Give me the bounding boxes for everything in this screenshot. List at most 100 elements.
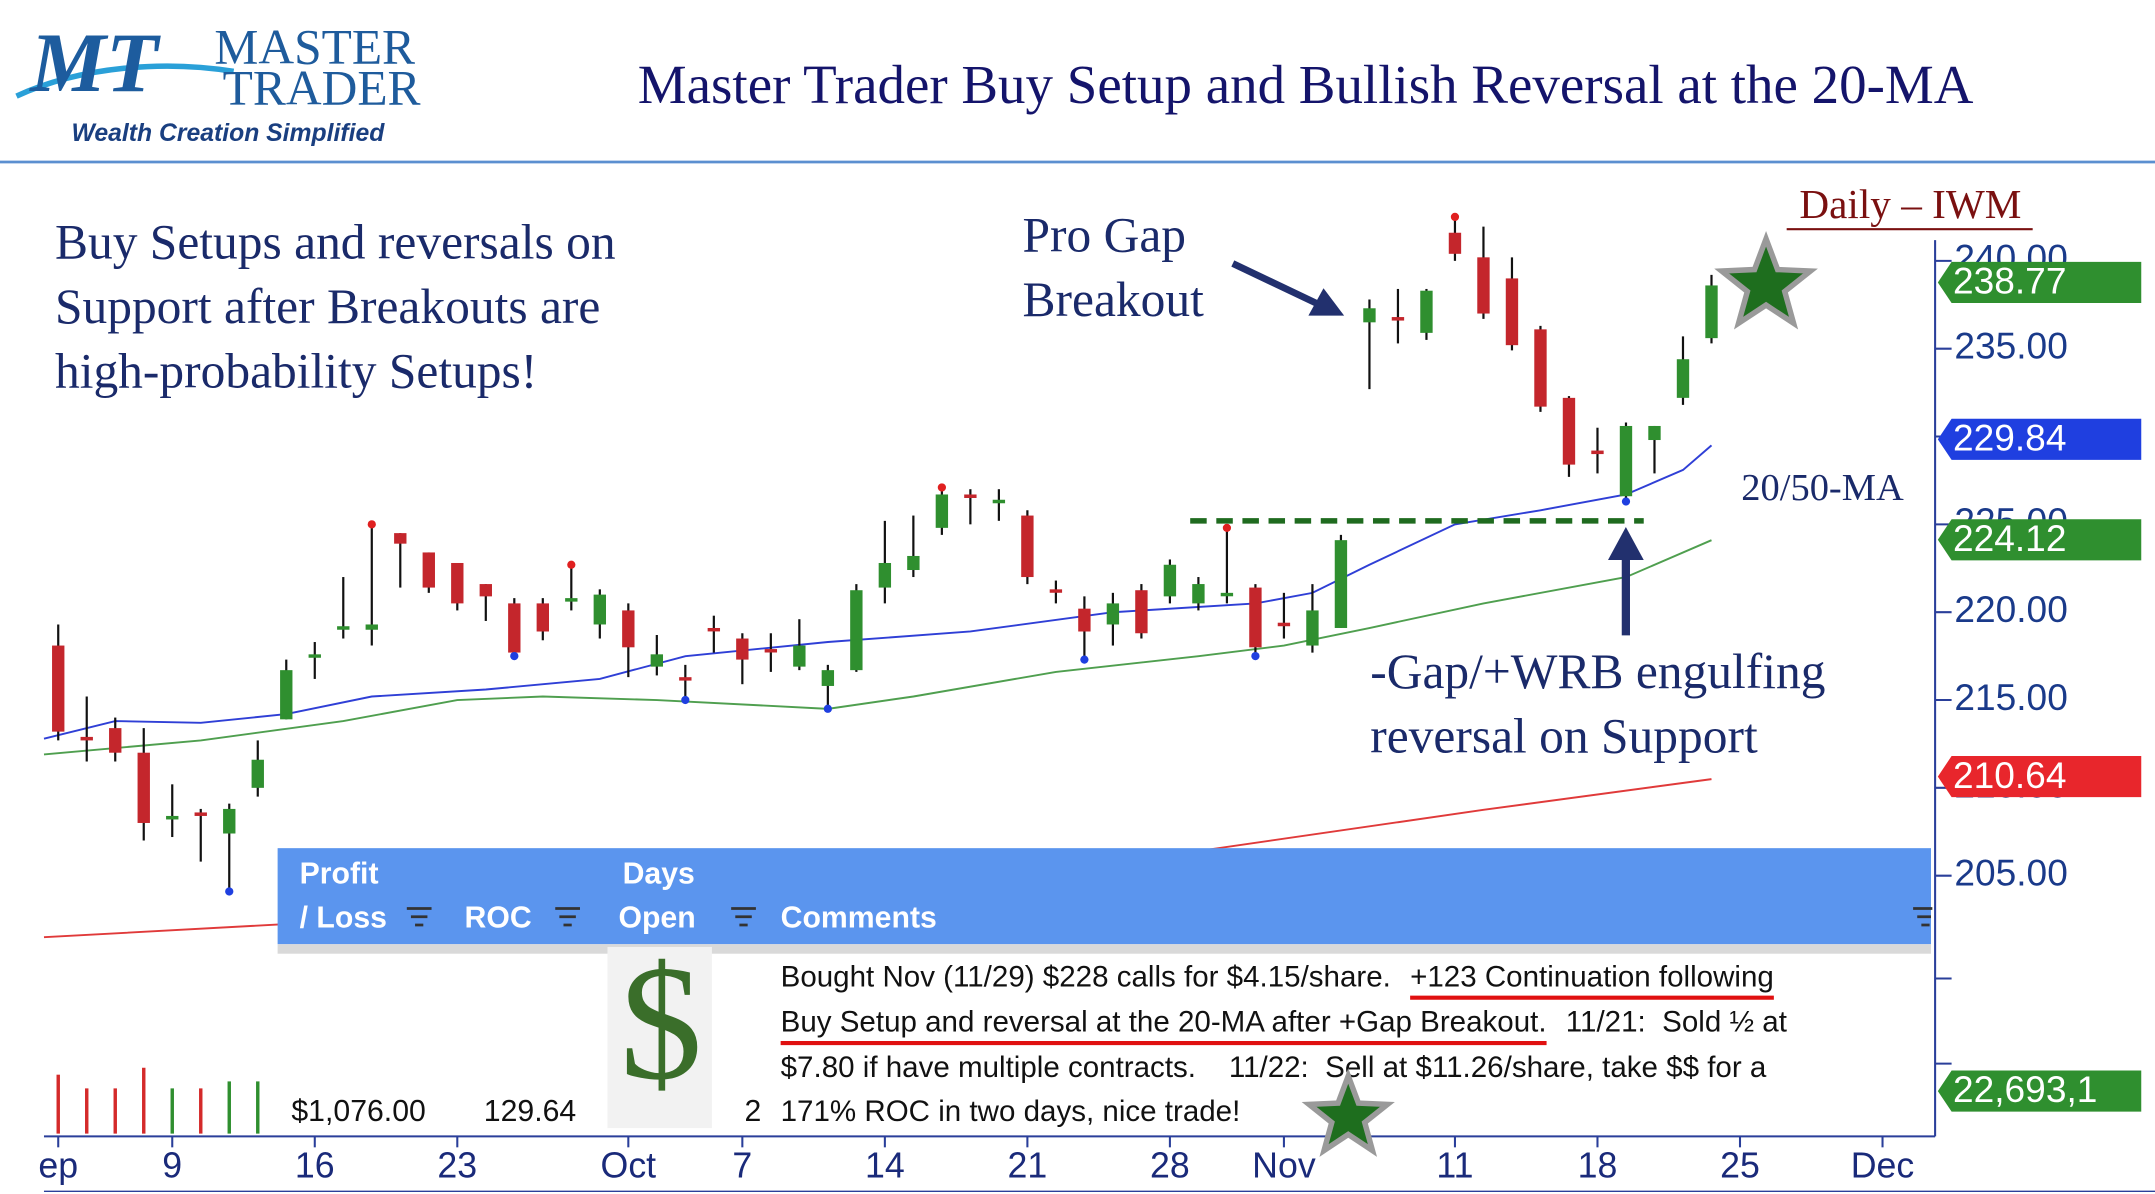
logo-initials: MT bbox=[28, 16, 161, 110]
swing-low-dot bbox=[681, 695, 690, 705]
candle-body bbox=[964, 494, 977, 498]
header: MT MASTER TRADER Wealth Creation Simplif… bbox=[0, 16, 2155, 164]
axes: 240.00235.00230.00225.00220.00215.00210.… bbox=[38, 237, 2155, 1192]
x-tick-label: 18 bbox=[1578, 1145, 1618, 1185]
column-header: ROC bbox=[465, 902, 532, 935]
x-tick-label: Dec bbox=[1851, 1145, 1915, 1185]
annotation: Pro Gap bbox=[1023, 208, 1187, 263]
volume-tag bbox=[1937, 1070, 2142, 1112]
candle-body bbox=[736, 638, 749, 660]
logo-tagline: Wealth Creation Simplified bbox=[71, 120, 385, 147]
volume-tag-label: 22,693,1 bbox=[1953, 1068, 2097, 1110]
swing-low-dot bbox=[1080, 655, 1089, 664]
candle-body bbox=[1391, 317, 1405, 321]
annotation: Buy Setups and reversals on bbox=[55, 214, 616, 269]
candle-body bbox=[251, 759, 264, 788]
candle-body bbox=[1021, 515, 1034, 578]
profit-cell: $1,076.00 bbox=[291, 1095, 425, 1128]
candle-body bbox=[935, 494, 949, 528]
candle-body bbox=[1334, 540, 1348, 628]
price-tag bbox=[1937, 756, 2142, 798]
candle-body bbox=[194, 812, 207, 816]
price-tag-label: 238.77 bbox=[1953, 260, 2067, 302]
price-tag bbox=[1937, 418, 2142, 460]
column-header: Open bbox=[618, 902, 695, 935]
candle-body bbox=[1106, 603, 1120, 625]
slide-title: Master Trader Buy Setup and Bullish Reve… bbox=[638, 54, 1974, 115]
star bbox=[1301, 1068, 1395, 1157]
candle-body bbox=[850, 590, 863, 671]
logo-line: MASTER bbox=[214, 20, 415, 75]
candle-body bbox=[52, 645, 65, 732]
chart-title: Daily – IWM bbox=[1799, 181, 2021, 227]
arrow-shaft bbox=[1231, 260, 1321, 308]
x-tick-label: 25 bbox=[1720, 1145, 1760, 1185]
table: Profit / Loss ROC Days Open Comments $ $… bbox=[277, 848, 1933, 1135]
column-header: Comments bbox=[781, 902, 937, 935]
y-tick-label: 215.00 bbox=[1954, 676, 2068, 718]
column-header: Days bbox=[623, 858, 695, 891]
candle-body bbox=[1477, 257, 1490, 314]
price-tag-label: 224.12 bbox=[1953, 517, 2067, 559]
annotation: high-probability Setups! bbox=[55, 343, 537, 398]
star bbox=[1714, 230, 1818, 330]
filter-icon[interactable] bbox=[1913, 907, 1933, 927]
x-tick-label: 9 bbox=[162, 1145, 182, 1185]
price-tag-label: 229.84 bbox=[1953, 417, 2067, 459]
swing-high-dot bbox=[567, 560, 576, 569]
filter-icon[interactable] bbox=[731, 907, 756, 927]
annotation: 20/50-MA bbox=[1741, 467, 1904, 509]
x-tick-label: ep bbox=[38, 1145, 78, 1185]
header-strip bbox=[277, 944, 1931, 954]
candle-body bbox=[565, 598, 578, 602]
annotation: Breakout bbox=[1023, 272, 1205, 327]
swing-low-dot bbox=[1621, 497, 1631, 506]
candle-body bbox=[451, 562, 464, 604]
candle-body bbox=[479, 584, 492, 597]
candle-body bbox=[166, 815, 179, 820]
candle-body bbox=[1192, 584, 1205, 604]
comment-text: 11/21: Sold ½ at bbox=[1566, 1006, 1787, 1039]
candle-body bbox=[422, 552, 435, 588]
x-tick-label: 16 bbox=[295, 1145, 335, 1185]
days-cell: 2 bbox=[745, 1095, 762, 1128]
arrow-head bbox=[1608, 527, 1644, 560]
ma-line bbox=[43, 539, 1712, 756]
candle-body bbox=[992, 499, 1006, 504]
candle-body bbox=[223, 808, 236, 834]
annotation: Support after Breakouts are bbox=[55, 279, 600, 334]
comment-text: Bought Nov (11/29) $228 calls for $4.15/… bbox=[781, 960, 1391, 993]
price-tag bbox=[1937, 519, 2142, 561]
candle-body bbox=[679, 677, 692, 681]
candle-body bbox=[137, 752, 150, 823]
price-tag-label: 210.64 bbox=[1953, 754, 2067, 796]
candle-body bbox=[365, 624, 378, 630]
candle-body bbox=[1363, 308, 1376, 323]
candle-body bbox=[593, 594, 607, 625]
candle-body bbox=[1705, 285, 1718, 339]
candle-body bbox=[1220, 592, 1234, 597]
filter-icon[interactable] bbox=[555, 907, 580, 927]
dollar-icon: $ bbox=[620, 931, 702, 1114]
candle-body bbox=[280, 670, 293, 720]
candle-body bbox=[1163, 564, 1177, 597]
x-tick-label: 28 bbox=[1150, 1145, 1190, 1185]
candle-body bbox=[1505, 278, 1519, 346]
candle-body bbox=[622, 610, 635, 648]
comment-text: $7.80 if have multiple contracts. 11/22:… bbox=[781, 1051, 1767, 1084]
candle-body bbox=[1306, 610, 1319, 646]
annotations: Buy Setups and reversals on Support afte… bbox=[55, 181, 2033, 1157]
swing-low-dot bbox=[823, 704, 832, 713]
candle-body bbox=[1420, 290, 1433, 333]
candle-body bbox=[308, 654, 321, 658]
filter-icon[interactable] bbox=[406, 907, 432, 927]
annotation: reversal on Support bbox=[1370, 708, 1758, 763]
candle-body bbox=[1448, 232, 1462, 254]
x-tick-label: 21 bbox=[1008, 1145, 1048, 1185]
candle-body bbox=[1249, 587, 1262, 648]
swing-high-dot bbox=[1450, 212, 1460, 222]
x-tick-label: 7 bbox=[732, 1145, 752, 1185]
logo-swoosh bbox=[15, 63, 235, 99]
candle-body bbox=[536, 603, 549, 632]
candle-body bbox=[1078, 608, 1091, 632]
